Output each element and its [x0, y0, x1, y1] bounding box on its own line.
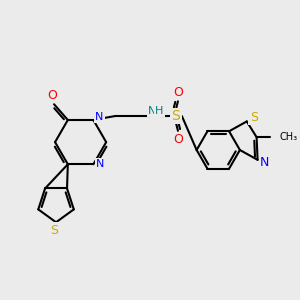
Text: N: N	[96, 159, 104, 169]
Text: H: H	[155, 106, 164, 116]
Text: O: O	[173, 133, 183, 146]
Text: O: O	[173, 86, 183, 99]
Text: N: N	[148, 106, 157, 116]
Text: S: S	[250, 111, 258, 124]
Text: O: O	[47, 89, 57, 102]
Text: S: S	[50, 224, 58, 237]
Text: N: N	[95, 112, 103, 122]
Text: CH₃: CH₃	[279, 132, 297, 142]
Text: N: N	[260, 156, 269, 169]
Text: S: S	[172, 109, 180, 123]
